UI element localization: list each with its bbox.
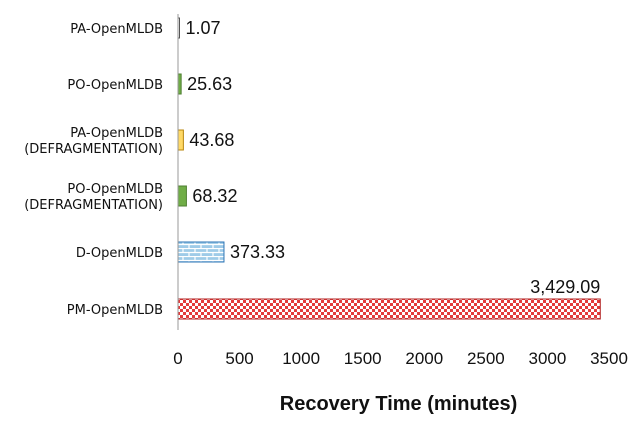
category-labels: PA-OpenMLDBPO-OpenMLDBPA-OpenMLDB(DEFRAG… [24,22,163,318]
bar [177,129,184,151]
data-label: 3,429.09 [530,277,600,297]
category-label: PA-OpenMLDB [70,22,163,37]
x-tick-label: 3500 [590,349,628,368]
category-label: PA-OpenMLDB [70,126,163,141]
x-tick-label: 1000 [282,349,320,368]
data-label: 43.68 [189,130,234,150]
data-label: 1.07 [186,18,221,38]
bar [177,298,601,320]
category-label: PO-OpenMLDB [67,78,163,93]
x-tick-label: 1500 [344,349,382,368]
category-label: PO-OpenMLDB [67,182,163,197]
category-label: PM-OpenMLDB [67,303,163,318]
category-label: (DEFRAGMENTATION) [24,142,163,157]
bar [177,241,225,263]
x-tick-labels: 0 500 1000 1500 2000 2500 3000 3500 [173,349,628,368]
data-label: 25.63 [187,74,232,94]
x-axis-title: Recovery Time (minutes) [280,393,518,415]
bars [177,17,601,320]
x-tick-label: 500 [225,349,253,368]
value-labels: 1.07 25.63 43.68 68.32 373.33 3,429.09 [186,18,601,297]
category-label: (DEFRAGMENTATION) [24,198,163,213]
bar [177,185,187,207]
category-label: D-OpenMLDB [76,246,163,261]
x-tick-label: 0 [173,349,182,368]
x-tick-label: 3000 [529,349,567,368]
x-tick-label: 2500 [467,349,505,368]
x-tick-label: 2000 [405,349,443,368]
data-label: 373.33 [230,242,285,262]
data-label: 68.32 [192,186,237,206]
